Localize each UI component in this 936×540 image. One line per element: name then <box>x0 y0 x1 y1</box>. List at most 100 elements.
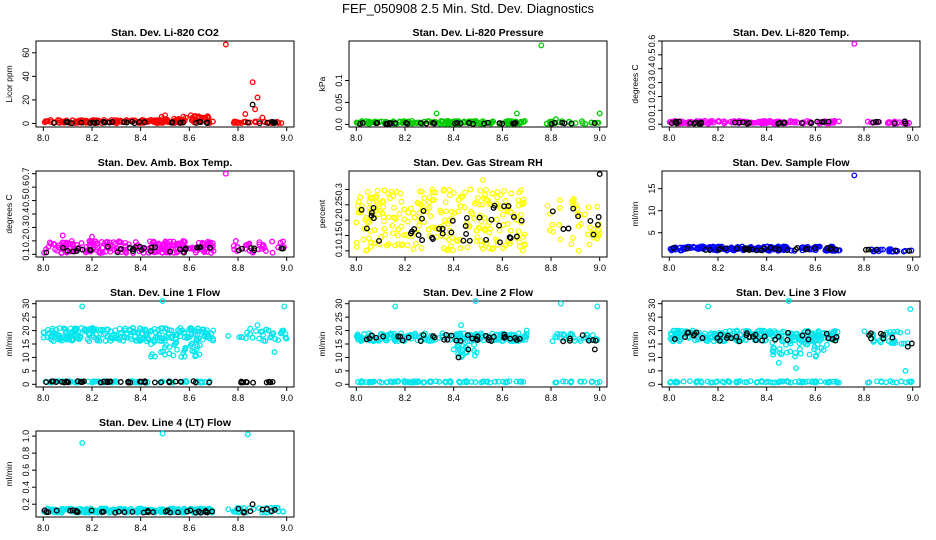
x-tick-label: 8.8 <box>858 393 871 403</box>
data-point <box>670 245 677 251</box>
data-point <box>390 230 396 237</box>
data-point <box>827 245 834 252</box>
data-point <box>722 245 729 252</box>
y-tick-label: 15 <box>334 339 344 349</box>
y-tick-label: 10 <box>647 352 657 362</box>
series-hourly <box>670 244 912 254</box>
data-point <box>195 113 202 120</box>
data-point <box>792 331 799 338</box>
data-point <box>519 247 526 254</box>
y-tick-label: 10 <box>334 352 344 362</box>
data-point <box>187 112 194 119</box>
data-point <box>67 507 74 514</box>
data-point <box>392 303 399 310</box>
data-point <box>88 507 95 514</box>
data-point <box>41 507 48 514</box>
chart-title: Stan. Dev. Line 3 Flow <box>736 287 847 299</box>
data-point <box>588 119 595 126</box>
y-axis-label: ml/min <box>317 331 327 356</box>
data-point <box>394 378 401 385</box>
data-point <box>417 201 424 208</box>
data-point <box>175 509 181 516</box>
data-point <box>208 330 215 337</box>
data-point <box>370 215 377 222</box>
data-point <box>471 341 477 348</box>
x-tick-label: 8.0 <box>37 133 50 143</box>
data-point <box>385 335 392 342</box>
series-all <box>353 177 603 254</box>
y-tick-label: 0.6 <box>647 35 657 48</box>
data-point <box>122 248 129 255</box>
data-point <box>393 188 400 195</box>
plot-frame <box>348 300 608 388</box>
chart-panel-9: Stan. Dev. Line 3 Flow ml/min 0 5 10 15 20 25 30… <box>630 287 921 403</box>
data-point <box>496 120 503 127</box>
data-point <box>121 509 128 516</box>
data-point <box>546 227 553 234</box>
data-point <box>162 325 169 332</box>
data-point <box>222 41 229 48</box>
data-point <box>515 202 522 209</box>
data-point <box>162 328 169 335</box>
data-point <box>550 228 557 235</box>
data-point <box>483 186 490 193</box>
data-point <box>473 227 480 234</box>
data-point <box>360 236 367 243</box>
data-point <box>97 249 104 256</box>
data-point <box>73 242 80 248</box>
data-point <box>243 378 250 385</box>
data-point <box>479 177 486 184</box>
chart-title: Stan. Dev. Line 4 (LT) Flow <box>99 417 232 429</box>
y-tick-label: 5 <box>334 368 344 373</box>
data-point <box>151 379 158 386</box>
chart-panel-5: Stan. Dev. Gas Stream RHpercent0.10.150.… <box>317 157 608 273</box>
data-point <box>490 333 497 340</box>
series-all <box>40 430 287 516</box>
data-point <box>716 245 723 252</box>
data-point <box>676 118 683 125</box>
data-point <box>538 42 545 49</box>
data-point <box>544 202 551 209</box>
data-point <box>505 203 512 209</box>
data-point <box>418 245 425 251</box>
data-point <box>579 332 586 339</box>
data-point <box>162 116 169 123</box>
data-point <box>481 192 488 198</box>
data-point <box>117 330 124 337</box>
plot-frame <box>348 40 608 128</box>
chart-panel-3: Stan. Dev. Li-820 Temp.degrees C0.00.10.… <box>630 27 921 143</box>
data-point <box>460 237 467 244</box>
data-point <box>249 334 256 341</box>
data-point <box>392 120 399 127</box>
data-point <box>449 217 456 224</box>
data-point <box>239 245 245 252</box>
data-point <box>752 331 759 338</box>
data-point <box>373 334 380 341</box>
y-tick-label: 1.0 <box>21 430 31 443</box>
data-point <box>590 337 597 344</box>
data-point <box>405 378 412 385</box>
data-point <box>89 233 95 240</box>
data-point <box>792 378 799 385</box>
data-point <box>147 248 154 255</box>
data-point <box>523 330 530 337</box>
data-point <box>560 331 567 338</box>
data-point <box>465 346 472 353</box>
data-point <box>195 508 202 515</box>
data-point <box>410 246 417 252</box>
data-point <box>394 232 401 239</box>
data-point <box>488 216 495 223</box>
x-tick-label: 8.8 <box>232 263 245 273</box>
y-tick-label: 0.7 <box>21 167 31 180</box>
data-point <box>268 508 275 515</box>
data-point <box>770 351 777 358</box>
y-tick-label: 0.5 <box>21 194 31 207</box>
data-point <box>792 349 799 356</box>
data-point <box>829 336 836 343</box>
data-point <box>127 336 134 343</box>
data-point <box>366 379 373 386</box>
data-point <box>235 505 242 512</box>
data-point <box>567 335 573 342</box>
data-point <box>414 119 421 126</box>
data-point <box>797 350 804 357</box>
